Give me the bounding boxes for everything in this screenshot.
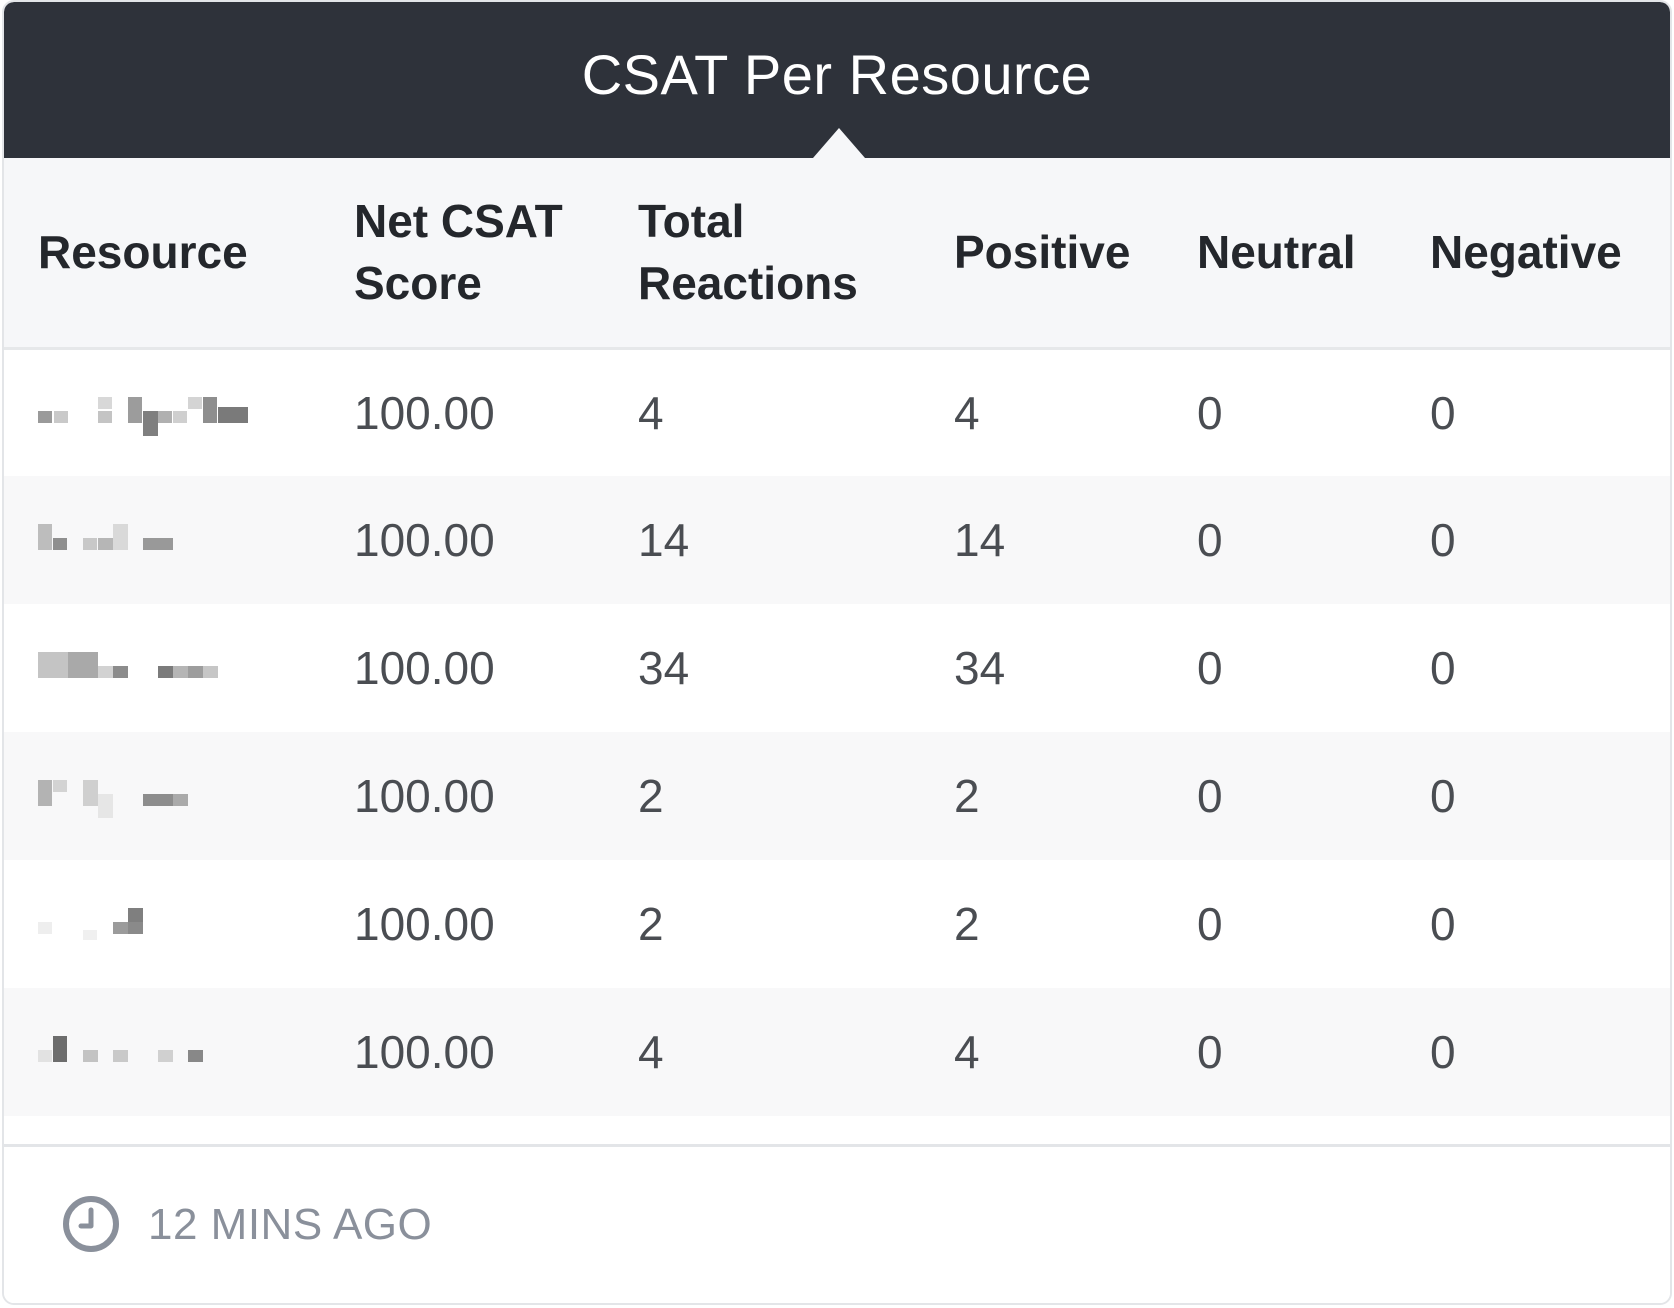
redacted-resource-name: [38, 776, 320, 818]
redacted-resource-name: [38, 648, 320, 688]
widget-footer: 12 MINS AGO: [4, 1144, 1670, 1303]
negative-cell: 0: [1430, 898, 1456, 950]
resource-cell: [4, 604, 320, 732]
total-reactions-cell: 2: [638, 770, 664, 822]
table-header: Resource Net CSAT Score Total Reactions Po…: [4, 158, 1670, 348]
csat-table: Resource Net CSAT Score Total Reactions Po…: [4, 158, 1670, 1116]
net-csat-score-cell: 100.00: [354, 514, 495, 566]
resource-cell: [4, 988, 320, 1116]
column-header-total-reactions[interactable]: Total Reactions: [638, 195, 858, 310]
redacted-resource-name: [38, 520, 320, 560]
neutral-cell: 0: [1197, 898, 1223, 950]
positive-cell: 14: [954, 514, 1006, 566]
neutral-cell: 0: [1197, 514, 1223, 566]
total-reactions-cell: 14: [638, 514, 690, 566]
total-reactions-cell: 2: [638, 898, 664, 950]
positive-cell: 34: [954, 642, 1006, 694]
total-reactions-cell: 34: [638, 642, 690, 694]
resource-cell: [4, 860, 320, 988]
neutral-cell: 0: [1197, 1026, 1223, 1078]
widget-header: CSAT Per Resource: [4, 2, 1670, 158]
resource-cell: [4, 732, 320, 860]
neutral-cell: 0: [1197, 386, 1223, 439]
negative-cell: 0: [1430, 386, 1456, 439]
redacted-resource-name: [38, 1032, 320, 1072]
negative-cell: 0: [1430, 514, 1456, 566]
neutral-cell: 0: [1197, 642, 1223, 694]
net-csat-score-cell: 100.00: [354, 386, 495, 439]
table-header-row: Resource Net CSAT Score Total Reactions Po…: [4, 158, 1670, 348]
positive-cell: 4: [954, 1026, 980, 1078]
net-csat-score-cell: 100.00: [354, 898, 495, 950]
clock-icon: [63, 1196, 119, 1252]
table-row: 100.00 34 34 0 0: [4, 604, 1670, 732]
total-reactions-cell: 4: [638, 1026, 664, 1078]
net-csat-score-cell: 100.00: [354, 642, 495, 694]
last-updated-text: 12 MINS AGO: [148, 1200, 433, 1249]
positive-cell: 2: [954, 898, 980, 950]
negative-cell: 0: [1430, 642, 1456, 694]
negative-cell: 0: [1430, 770, 1456, 822]
widget-title: CSAT Per Resource: [581, 43, 1093, 106]
header-pointer: [813, 128, 865, 158]
column-header-negative[interactable]: Negative: [1430, 226, 1622, 279]
redacted-resource-name: [38, 393, 320, 436]
csat-table-container: Resource Net CSAT Score Total Reactions Po…: [4, 158, 1670, 1116]
resource-cell: [4, 348, 320, 476]
redacted-resource-name: [38, 904, 320, 944]
positive-cell: 4: [954, 386, 980, 439]
table-row: 100.00 4 4 0 0: [4, 348, 1670, 476]
positive-cell: 2: [954, 770, 980, 822]
column-header-positive[interactable]: Positive: [954, 226, 1131, 279]
net-csat-score-cell: 100.00: [354, 770, 495, 822]
table-row: 100.00 14 14 0 0: [4, 476, 1670, 604]
neutral-cell: 0: [1197, 770, 1223, 822]
negative-cell: 0: [1430, 1026, 1456, 1078]
column-header-resource[interactable]: Resource: [38, 226, 248, 279]
table-row: 100.00 2 2 0 0: [4, 732, 1670, 860]
table-body: 100.00 4 4 0 0: [4, 348, 1670, 1116]
net-csat-score-cell: 100.00: [354, 1026, 495, 1078]
column-header-net-csat-score[interactable]: Net CSAT Score: [354, 195, 563, 310]
column-header-neutral[interactable]: Neutral: [1197, 226, 1356, 279]
resource-cell: [4, 476, 320, 604]
total-reactions-cell: 4: [638, 386, 664, 439]
table-row: 100.00 2 2 0 0: [4, 860, 1670, 988]
table-row: 100.00 4 4 0 0: [4, 988, 1670, 1116]
